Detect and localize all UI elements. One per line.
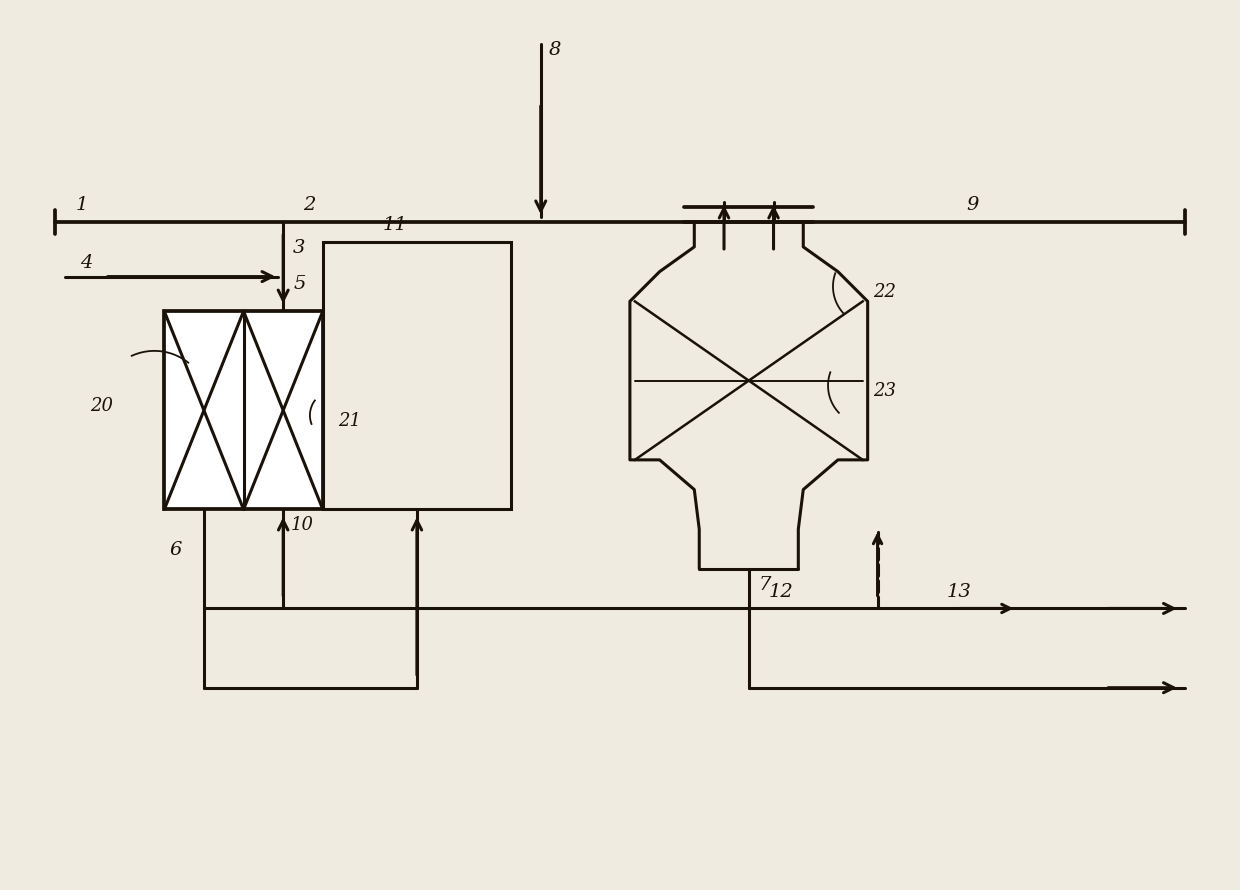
Text: 23: 23: [873, 383, 895, 400]
Text: 12: 12: [769, 583, 794, 601]
Bar: [322, 242, 511, 509]
Bar: [165, 312, 322, 509]
Text: 21: 21: [337, 412, 361, 430]
Text: 20: 20: [91, 397, 113, 416]
Text: 8: 8: [548, 41, 560, 59]
Text: 13: 13: [947, 583, 972, 601]
Text: 9: 9: [967, 196, 980, 214]
Text: 3: 3: [293, 239, 305, 257]
Text: 4: 4: [81, 254, 93, 271]
Text: 7: 7: [759, 576, 771, 594]
Text: 6: 6: [170, 541, 181, 559]
Text: 22: 22: [873, 283, 895, 302]
Text: 1: 1: [76, 196, 88, 214]
Text: 11: 11: [382, 216, 407, 234]
Text: 5: 5: [293, 275, 305, 294]
Text: 2: 2: [303, 196, 315, 214]
Text: 10: 10: [291, 516, 314, 534]
